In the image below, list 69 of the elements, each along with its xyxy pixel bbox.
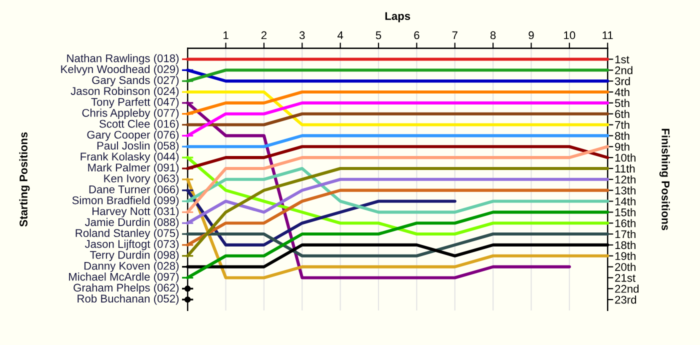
line-series bbox=[186, 210, 610, 280]
y2-tick-label: 15th bbox=[615, 208, 636, 216]
y2-tick-label: 12th bbox=[615, 175, 636, 184]
y2-tick-label: 19th bbox=[615, 252, 636, 260]
y2-tick-label: 11th bbox=[615, 164, 635, 173]
legend-label: Michael McArdle (097) bbox=[69, 272, 179, 283]
legend-label: Simon Bradfield (099) bbox=[72, 196, 179, 206]
y2-tick-label: 13th bbox=[615, 186, 636, 194]
y2-tick-label: 18th bbox=[615, 240, 636, 250]
y2-tick-label: 2nd bbox=[615, 66, 632, 74]
y2-tick-label: 14th bbox=[615, 197, 636, 206]
legend-label: Chris Appleby (077) bbox=[82, 108, 179, 120]
legend-label: Ken Ivory (063) bbox=[104, 174, 179, 185]
legend-label: Jason Lijftogt (073) bbox=[84, 240, 179, 250]
y2-tick-label: 20th bbox=[615, 262, 636, 271]
y2-axis-title: Finishing Positions bbox=[659, 128, 670, 230]
y2-tick-label: 23rd bbox=[615, 296, 636, 304]
x-tick-label: 8 bbox=[490, 31, 496, 40]
legend-label: Roland Stanley (075) bbox=[76, 228, 179, 240]
legend-label: Kelvyn Woodhead (029) bbox=[61, 64, 179, 76]
legend-label: Danny Koven (028) bbox=[84, 262, 179, 272]
line-series bbox=[186, 178, 610, 225]
legend-label: Graham Phelps (062) bbox=[74, 283, 179, 294]
x-tick-label: 5 bbox=[376, 31, 382, 40]
x-tick-label: 4 bbox=[337, 31, 344, 40]
y2-tick-label: 6th bbox=[615, 110, 630, 118]
y2-tick-label: 22nd bbox=[615, 284, 639, 293]
text: Starting Positions bbox=[19, 132, 30, 227]
y2-tick-label: 3rd bbox=[614, 77, 630, 86]
y2-tick-label: 8th bbox=[615, 132, 630, 140]
legend-label: Harvey Nott (031) bbox=[92, 206, 179, 218]
y2-tick-label: 4th bbox=[614, 88, 630, 96]
x-axis-title: Laps bbox=[385, 12, 410, 22]
legend-label: Frank Kolasky (044) bbox=[80, 152, 179, 163]
legend-label: Rob Buchanan (052) bbox=[78, 294, 179, 305]
legend-label: Gary Sands (027) bbox=[92, 76, 179, 86]
legend-label: Dane Turner (066) bbox=[89, 185, 179, 196]
legend-label: Terry Durdin (098) bbox=[90, 250, 179, 262]
legend-label: Jason Robinson (024) bbox=[70, 86, 179, 98]
line-series bbox=[186, 166, 610, 258]
line-series bbox=[186, 156, 610, 236]
x-tick-label: 11 bbox=[602, 31, 613, 40]
y2-tick-label: 1st bbox=[615, 56, 630, 64]
line-series bbox=[186, 166, 610, 214]
line-series bbox=[186, 188, 610, 246]
legend-label: Jamie Durdin (088) bbox=[84, 218, 179, 228]
legend-label: Gary Cooper (076) bbox=[87, 130, 179, 141]
y2-tick-label: 21st bbox=[615, 274, 636, 282]
y2-tick-label: 9th bbox=[615, 142, 630, 151]
x-tick-label: 3 bbox=[299, 31, 305, 40]
line-series bbox=[186, 188, 456, 246]
y2-tick-label: 17th bbox=[615, 230, 636, 238]
x-tick-label: 9 bbox=[528, 31, 534, 40]
legend-label: Mark Palmer (091) bbox=[88, 163, 179, 174]
x-tick-label: 7 bbox=[452, 31, 458, 40]
y2-tick-label: 16th bbox=[615, 219, 636, 228]
x-tick-label: 6 bbox=[414, 31, 420, 40]
x-tick-label: 1 bbox=[224, 31, 228, 40]
line-series bbox=[186, 178, 610, 280]
y2-tick-label: 10th bbox=[615, 154, 636, 162]
line-series bbox=[186, 145, 610, 214]
legend-label: Paul Joslin (058) bbox=[97, 141, 179, 152]
x-tick-label: 2 bbox=[261, 31, 266, 40]
y2-tick-label: 5th bbox=[614, 98, 630, 108]
legend-label: Tony Parfett (047) bbox=[91, 98, 179, 108]
legend-label: Scott Clee (016) bbox=[99, 120, 179, 130]
y2-tick-label: 7th bbox=[615, 120, 630, 129]
x-tick-label: 10 bbox=[564, 31, 576, 40]
legend-label: Nathan Rawlings (018) bbox=[67, 54, 179, 64]
